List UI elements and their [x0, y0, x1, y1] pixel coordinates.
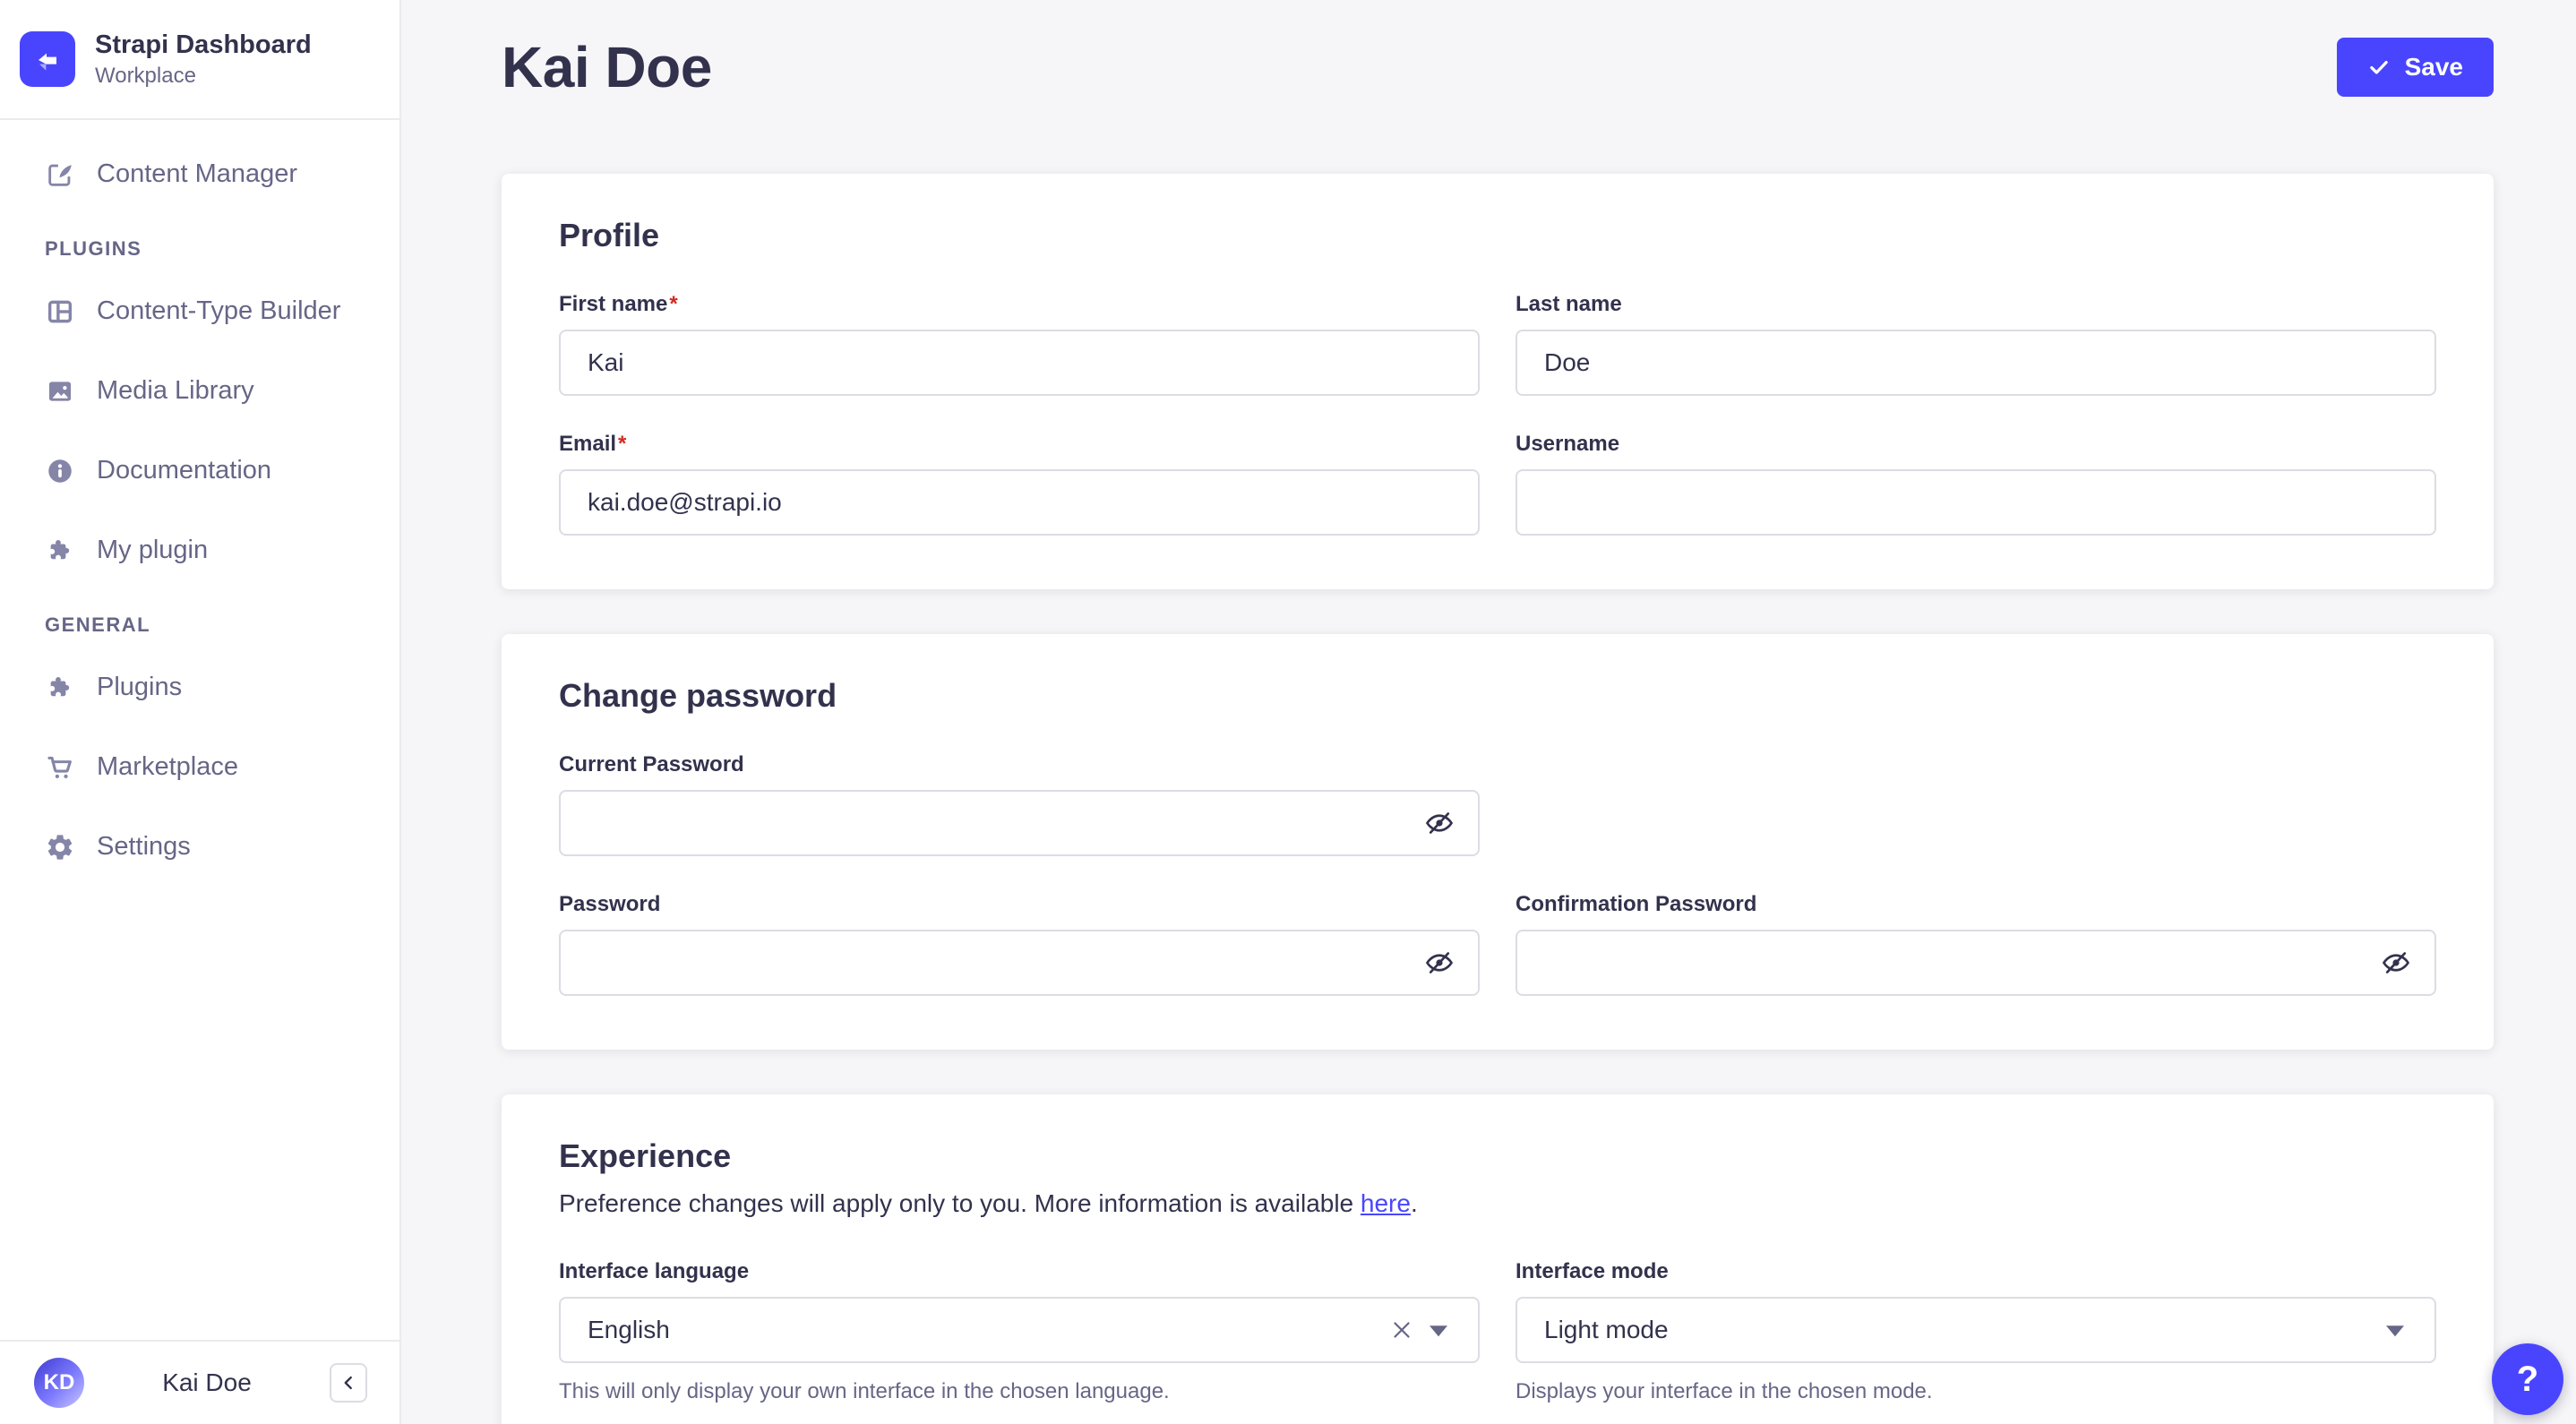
- interface-language-hint: This will only display your own interfac…: [559, 1379, 1170, 1403]
- interface-mode-select[interactable]: Light mode: [1516, 1297, 2436, 1363]
- puzzle-icon: [45, 536, 75, 566]
- feather-pen-icon: [45, 159, 75, 190]
- last-name-input[interactable]: [1516, 330, 2436, 396]
- current-password-input[interactable]: [559, 790, 1480, 856]
- page-header: Kai Doe Save: [502, 0, 2494, 100]
- email-input[interactable]: [559, 469, 1480, 536]
- first-name-input[interactable]: [559, 330, 1480, 396]
- chevron-down-icon: [2386, 1325, 2404, 1337]
- sidebar: Strapi Dashboard Workplace Content Manag…: [0, 0, 401, 1424]
- check-icon: [2367, 56, 2391, 79]
- password-label: Password: [559, 892, 661, 916]
- app-title: Strapi Dashboard: [95, 30, 312, 60]
- sidebar-item-label: Content Manager: [97, 159, 298, 188]
- save-button-label: Save: [2404, 53, 2463, 81]
- sidebar-item-label: Documentation: [97, 456, 272, 485]
- eye-off-icon: [1425, 952, 1454, 974]
- sidebar-item-label: Content-Type Builder: [97, 296, 341, 325]
- interface-language-select[interactable]: English: [559, 1297, 1480, 1363]
- profile-title: Profile: [559, 217, 660, 253]
- interface-mode-value: Light mode: [1544, 1316, 1669, 1343]
- user-avatar[interactable]: KD: [34, 1358, 84, 1408]
- sidebar-item-label: Media Library: [97, 376, 254, 405]
- puzzle-icon: [45, 673, 75, 703]
- experience-description: Preference changes will apply only to yo…: [559, 1189, 1418, 1217]
- first-name-label: First name*: [559, 292, 678, 316]
- sidebar-item-settings[interactable]: Settings: [0, 807, 399, 887]
- app-workplace: Workplace: [95, 63, 196, 88]
- page-title: Kai Doe: [502, 35, 712, 99]
- toggle-password-visibility-button[interactable]: [2377, 944, 2415, 982]
- info-icon: [45, 456, 75, 486]
- first-name-field: First name*: [559, 292, 1480, 396]
- spacer: [1516, 752, 2436, 856]
- username-field: Username: [1516, 432, 2436, 536]
- chevron-left-icon: [337, 1371, 360, 1394]
- question-mark-icon: ?: [2516, 1359, 2539, 1399]
- sidebar-item-content-type-builder[interactable]: Content-Type Builder: [0, 271, 399, 351]
- change-password-card: Change password Current Password: [502, 634, 2494, 1050]
- current-password-label: Current Password: [559, 752, 744, 776]
- current-password-field: Current Password: [559, 752, 1480, 856]
- brand: Strapi Dashboard Workplace: [0, 0, 399, 120]
- eye-off-icon: [2382, 952, 2410, 974]
- sidebar-item-marketplace[interactable]: Marketplace: [0, 727, 399, 807]
- sidebar-item-label: Marketplace: [97, 752, 238, 781]
- sidebar-item-my-plugin[interactable]: My plugin: [0, 510, 399, 590]
- password-field: Password: [559, 892, 1480, 996]
- toggle-password-visibility-button[interactable]: [1421, 804, 1458, 842]
- sidebar-item-label: Settings: [97, 832, 191, 861]
- interface-mode-hint: Displays your interface in the chosen mo…: [1516, 1379, 1933, 1403]
- last-name-field: Last name: [1516, 292, 2436, 396]
- layout-icon: [45, 296, 75, 327]
- toggle-password-visibility-button[interactable]: [1421, 944, 1458, 982]
- main-area: Kai Doe Save Profile First name*: [401, 0, 2576, 1424]
- confirmation-password-field: Confirmation Password: [1516, 892, 2436, 996]
- sidebar-item-media-library[interactable]: Media Library: [0, 351, 399, 431]
- save-button[interactable]: Save: [2336, 38, 2494, 97]
- change-password-title: Change password: [559, 677, 837, 714]
- interface-mode-field: Interface mode Light mode Displays your …: [1516, 1259, 2436, 1404]
- strapi-logo-icon: [20, 31, 75, 87]
- sidebar-section-plugins: PLUGINS: [45, 237, 142, 260]
- interface-mode-label: Interface mode: [1516, 1259, 1669, 1283]
- interface-language-field: Interface language English: [559, 1259, 1480, 1404]
- last-name-label: Last name: [1516, 292, 1622, 316]
- confirmation-password-label: Confirmation Password: [1516, 892, 1757, 916]
- cart-icon: [45, 752, 75, 783]
- user-name[interactable]: Kai Doe: [162, 1368, 252, 1396]
- profile-card: Profile First name* Last name Email*: [502, 174, 2494, 589]
- collapse-sidebar-button[interactable]: [330, 1363, 367, 1403]
- sidebar-item-label: Plugins: [97, 673, 183, 701]
- chevron-down-icon: [1430, 1325, 1447, 1337]
- gear-icon: [45, 832, 75, 862]
- experience-card: Experience Preference changes will apply…: [502, 1094, 2494, 1424]
- email-field: Email*: [559, 432, 1480, 536]
- confirmation-password-input[interactable]: [1516, 930, 2436, 996]
- brand-text: Strapi Dashboard Workplace: [95, 29, 312, 89]
- sidebar-item-content-manager[interactable]: Content Manager: [0, 134, 399, 214]
- sidebar-item-label: My plugin: [97, 536, 209, 564]
- email-label: Email*: [559, 432, 627, 456]
- here-link[interactable]: here: [1360, 1189, 1411, 1217]
- sidebar-nav: Content Manager PLUGINS Content-Type Bui…: [0, 120, 399, 1340]
- sidebar-footer: KD Kai Doe: [0, 1340, 399, 1424]
- image-icon: [45, 376, 75, 407]
- interface-language-label: Interface language: [559, 1259, 750, 1283]
- sidebar-item-documentation[interactable]: Documentation: [0, 431, 399, 510]
- close-icon: [1394, 1322, 1410, 1338]
- experience-title: Experience: [559, 1137, 732, 1174]
- required-mark: *: [669, 292, 678, 316]
- eye-off-icon: [1425, 812, 1454, 834]
- help-button[interactable]: ?: [2492, 1343, 2563, 1415]
- username-input[interactable]: [1516, 469, 2436, 536]
- required-mark: *: [618, 432, 627, 456]
- username-label: Username: [1516, 432, 1620, 456]
- interface-language-value: English: [588, 1316, 670, 1343]
- sidebar-item-plugins[interactable]: Plugins: [0, 648, 399, 727]
- password-input[interactable]: [559, 930, 1480, 996]
- clear-language-button[interactable]: [1387, 1315, 1417, 1345]
- sidebar-section-general: GENERAL: [45, 613, 151, 636]
